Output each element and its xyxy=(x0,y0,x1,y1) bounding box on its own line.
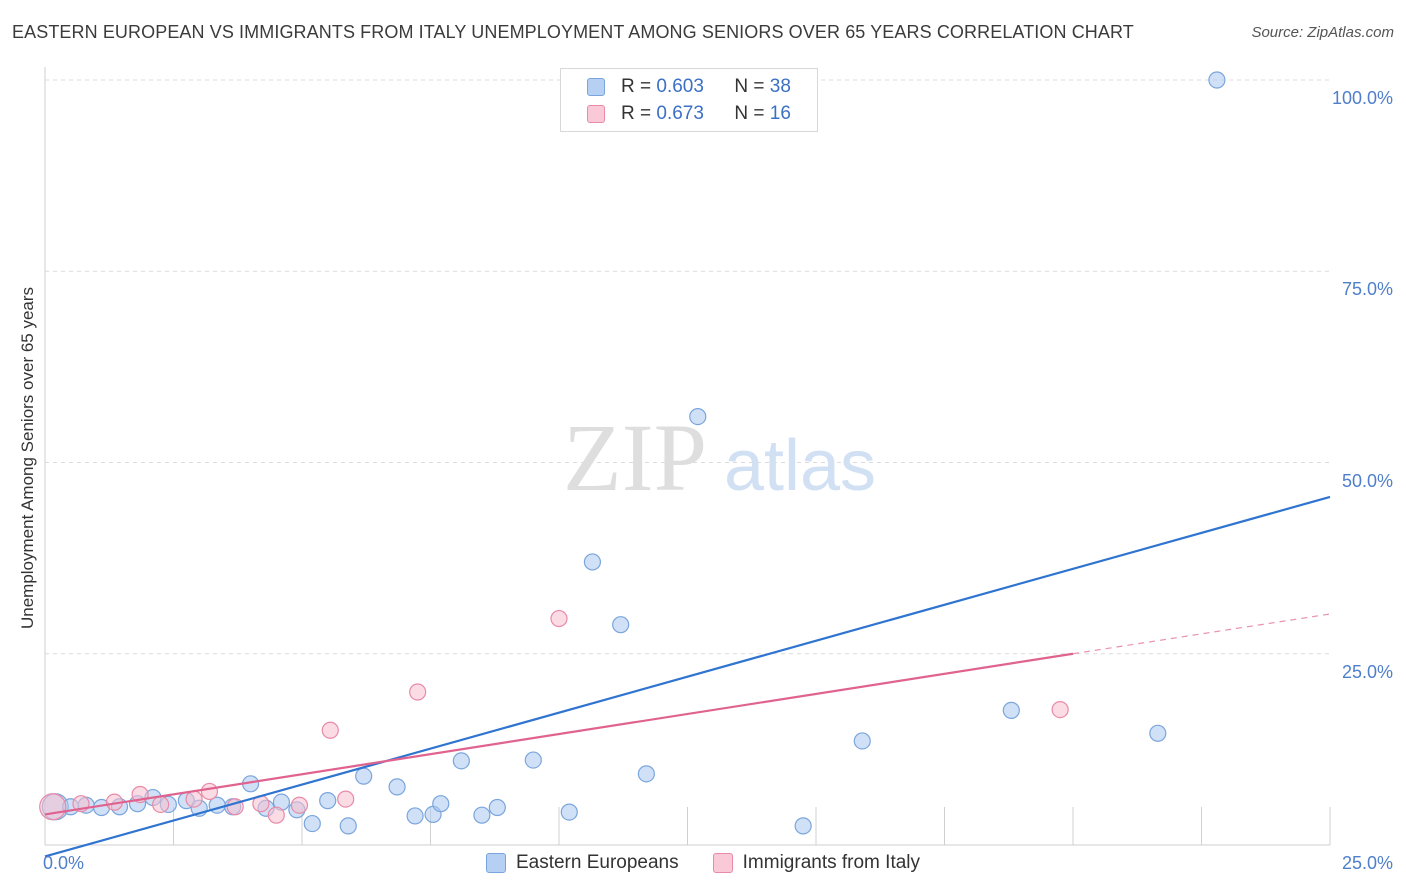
data-point-immigrants-from-italy xyxy=(1051,700,1069,719)
data-point-eastern-europeans xyxy=(339,817,357,835)
x-tick-label: 0.0% xyxy=(43,853,84,873)
data-point-eastern-europeans xyxy=(612,616,630,634)
legend-row-eastern-europeans: R = 0.603 N = 38 xyxy=(587,75,791,99)
series-legend: Eastern Europeans Immigrants from Italy xyxy=(0,852,1406,874)
data-point-eastern-europeans xyxy=(637,765,655,783)
correlation-legend: R = 0.603 N = 38 R = 0.673 N = 16 xyxy=(560,68,818,132)
legend-n-value: 38 xyxy=(769,76,791,97)
data-point-immigrants-from-italy xyxy=(200,782,219,801)
data-point-eastern-europeans xyxy=(583,553,602,571)
watermark: ZIP atlas xyxy=(563,404,876,511)
y-tick-label: 50.0% xyxy=(1342,471,1393,491)
chart-title: EASTERN EUROPEAN VS IMMIGRANTS FROM ITAL… xyxy=(12,22,1134,42)
legend-swatch-blue xyxy=(587,78,605,96)
data-point-eastern-europeans xyxy=(432,795,450,813)
legend-item-eastern-europeans[interactable]: Eastern Europeans xyxy=(485,852,679,874)
trend-line-immigrants-from-italy xyxy=(44,652,1074,816)
trend-line-eastern-europeans xyxy=(44,495,1331,858)
watermark-atlas: atlas xyxy=(724,426,876,506)
data-point-immigrants-from-italy xyxy=(409,683,427,701)
data-point-immigrants-from-italy xyxy=(39,793,67,821)
data-point-eastern-europeans xyxy=(388,778,406,796)
y-tick-label: 25.0% xyxy=(1342,662,1393,682)
legend-r-label: R = xyxy=(621,103,652,124)
data-point-immigrants-from-italy xyxy=(321,721,339,739)
legend-r-value: 0.603 xyxy=(656,76,704,97)
watermark-zip: ZIP xyxy=(563,404,707,511)
data-point-eastern-europeans xyxy=(794,817,812,835)
data-point-eastern-europeans xyxy=(355,767,373,785)
data-point-immigrants-from-italy xyxy=(267,806,285,824)
data-point-eastern-europeans xyxy=(452,752,470,770)
y-tick-label: 100.0% xyxy=(1332,88,1393,108)
data-point-immigrants-from-italy xyxy=(550,609,568,628)
legend-n-value: 16 xyxy=(769,103,791,124)
legend-r-label: R = xyxy=(621,76,652,97)
data-point-eastern-europeans xyxy=(488,798,506,817)
legend-swatch-blue xyxy=(485,853,506,873)
source-credit: Source: ZipAtlas.com xyxy=(1251,24,1394,41)
data-point-eastern-europeans xyxy=(1002,701,1020,719)
data-point-eastern-europeans xyxy=(853,732,871,750)
data-point-eastern-europeans xyxy=(560,803,578,821)
data-point-immigrants-from-italy xyxy=(290,796,309,814)
data-point-eastern-europeans xyxy=(319,792,337,810)
data-point-eastern-europeans xyxy=(406,807,424,825)
data-point-eastern-europeans xyxy=(303,814,321,833)
data-point-eastern-europeans xyxy=(1149,724,1167,742)
legend-item-immigrants-from-italy[interactable]: Immigrants from Italy xyxy=(712,852,921,874)
tick-labels: 25.0% 50.0% 75.0% 100.0% 0.0% 25.0% xyxy=(43,88,1393,873)
trend-line-extension-immigrants-from-italy xyxy=(1072,613,1331,655)
legend-row-immigrants-from-italy: R = 0.673 N = 16 xyxy=(587,102,791,126)
data-point-eastern-europeans xyxy=(524,751,542,769)
data-points xyxy=(39,71,1226,835)
y-tick-label: 75.0% xyxy=(1342,279,1393,299)
legend-swatch-pink xyxy=(712,853,733,873)
data-point-immigrants-from-italy xyxy=(185,790,203,808)
legend-label-eastern-europeans: Eastern Europeans xyxy=(515,852,679,873)
legend-r-value: 0.673 xyxy=(656,103,704,124)
data-point-eastern-europeans xyxy=(473,806,491,824)
legend-n-label: N = xyxy=(734,103,765,124)
x-tick-label: 25.0% xyxy=(1342,853,1393,873)
legend-label-immigrants-from-italy: Immigrants from Italy xyxy=(742,852,921,873)
data-point-immigrants-from-italy xyxy=(152,795,170,814)
data-point-eastern-europeans xyxy=(1208,71,1226,89)
legend-n-label: N = xyxy=(734,76,765,97)
trend-lines xyxy=(44,495,1331,858)
data-point-eastern-europeans xyxy=(689,408,707,426)
data-point-immigrants-from-italy xyxy=(337,790,355,808)
legend-swatch-pink xyxy=(587,105,605,123)
